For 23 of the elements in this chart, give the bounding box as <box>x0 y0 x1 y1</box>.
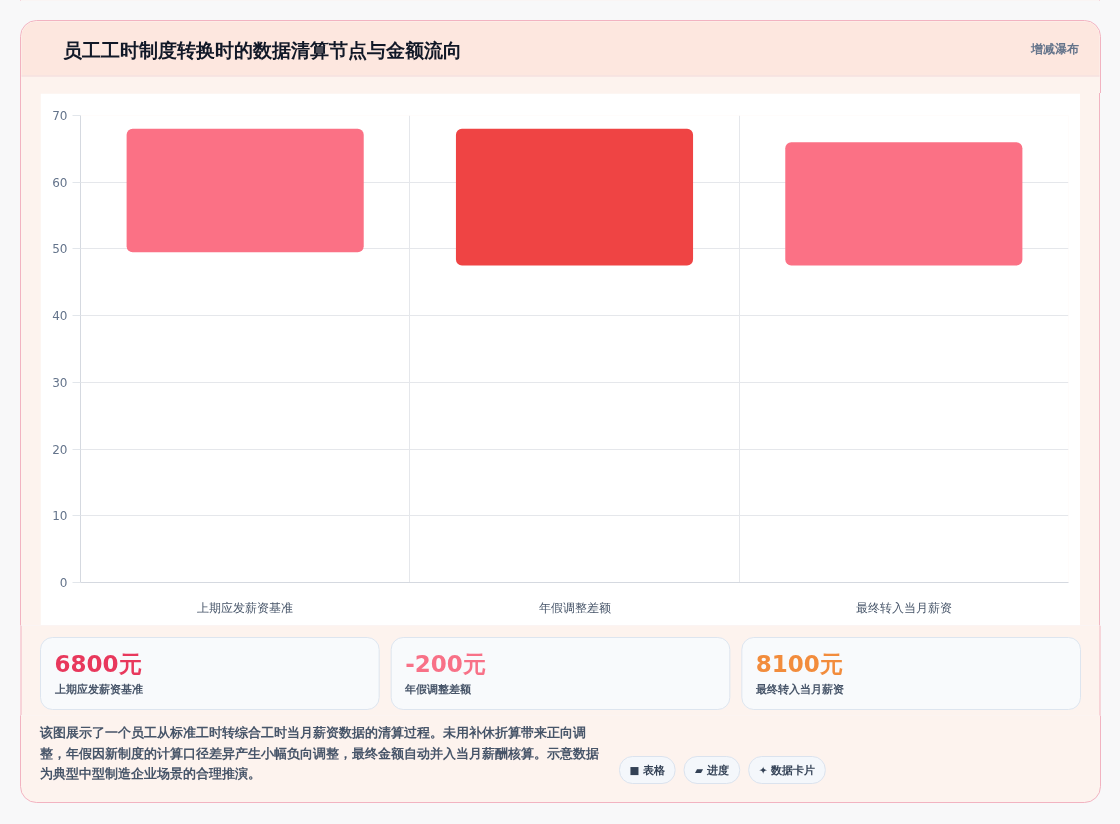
x-tick-label: 年假调整差额 <box>538 600 611 615</box>
text: ✦ 数据卡片 <box>758 764 816 776</box>
y-tick-label: 70 <box>52 109 68 123</box>
x-tick-label: 最终转入当月薪资 <box>855 600 952 615</box>
text: 8100元 <box>755 650 843 677</box>
y-tick-label: 30 <box>52 375 68 390</box>
text: 6800元 <box>54 650 142 677</box>
chart-title: 员工工时制度转换时的数据清算节点与金额流向 <box>62 38 462 61</box>
text: 上期应发薪资基准 <box>53 683 143 696</box>
y-tick-label: 50 <box>52 242 68 257</box>
text: 增减瀑布 <box>1029 41 1079 56</box>
y-tick-label: 10 <box>52 509 68 524</box>
x-tick-label: 上期应发薪资基准 <box>197 600 294 615</box>
y-tick-label: 40 <box>52 309 68 324</box>
text: 该图展示了一个员工从标准工时转综合工时当月薪资数据的清算过程。未用补休折算带来正向调整，年假因新制度的计算口径差异产生小幅负向调整，最终金额自动并入当月薪酬核算。示意数据为典型中型制造企业场景的合理推演。 <box>38 725 599 781</box>
text: ▰ 进度 <box>695 764 729 776</box>
y-tick-label: 60 <box>52 175 68 190</box>
text: -200元 <box>405 650 486 677</box>
text: ■ 表格 <box>629 764 667 776</box>
text: 年假调整差额 <box>404 683 473 696</box>
y-tick-label: 20 <box>52 442 68 457</box>
y-tick-label: 0 <box>59 576 68 590</box>
text: 最终转入当月薪资 <box>754 683 844 696</box>
